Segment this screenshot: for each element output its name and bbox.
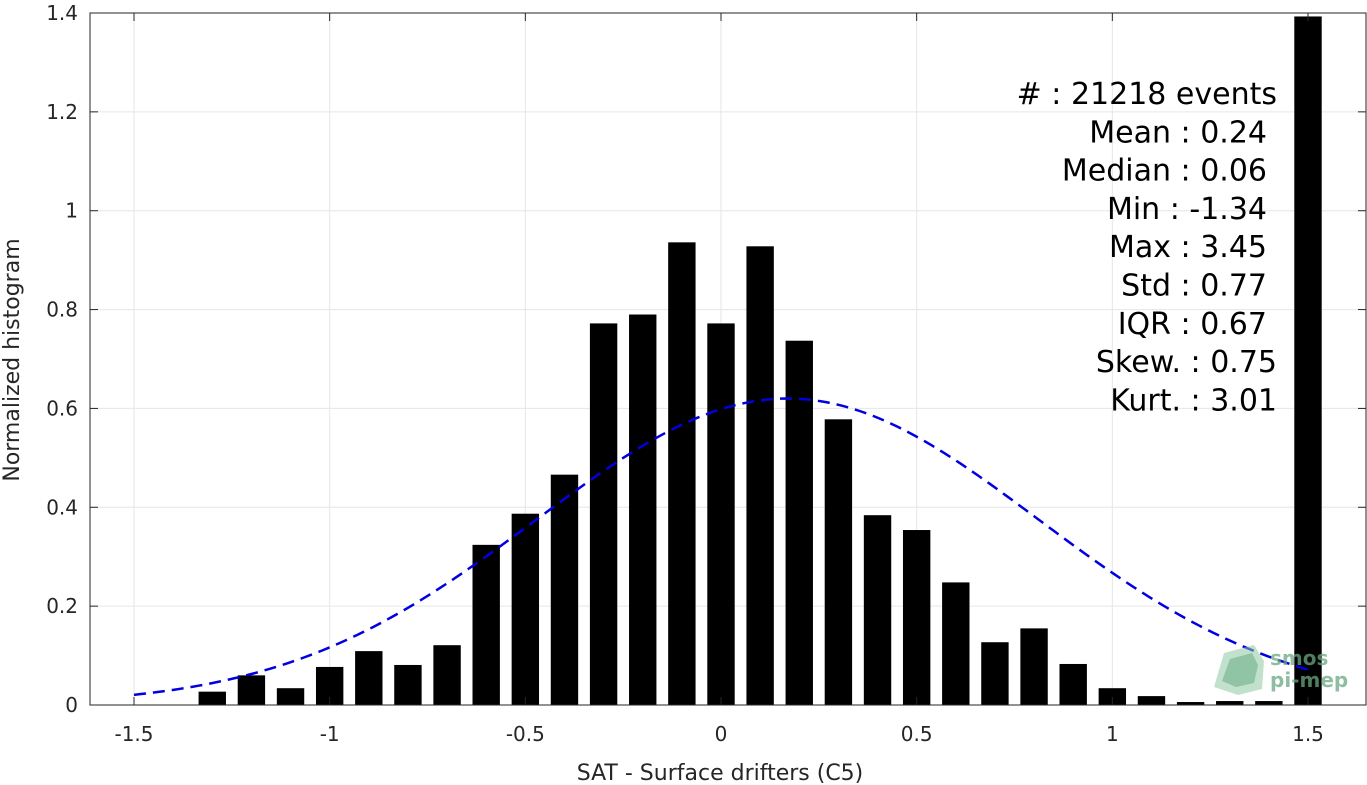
stats-line: Median : 0.06 xyxy=(1062,154,1267,189)
y-tick-label: 1 xyxy=(65,199,78,223)
histogram-bar xyxy=(746,246,774,705)
histogram-bar xyxy=(1059,663,1087,705)
stats-line: Min : -1.34 xyxy=(1107,192,1267,227)
histogram-bar xyxy=(433,645,461,705)
y-tick-label: 0.4 xyxy=(46,495,78,519)
y-tick-label: 0.8 xyxy=(46,298,78,322)
histogram-bar xyxy=(1137,696,1166,705)
histogram-bar xyxy=(824,419,853,705)
stats-line: Kurt. : 3.01 xyxy=(1110,383,1277,418)
y-tick-label: 0.2 xyxy=(46,594,78,618)
histogram-bar xyxy=(629,314,657,705)
histogram-bar xyxy=(237,675,266,705)
stats-line: Mean : 0.24 xyxy=(1089,115,1267,150)
histogram-bar xyxy=(1020,628,1048,705)
histogram-bar xyxy=(942,582,970,705)
watermark-line2: pi-mep xyxy=(1270,668,1348,692)
histogram-bar xyxy=(1294,16,1322,705)
watermark-logo: smos pi-mep xyxy=(1214,645,1348,695)
stats-line: Max : 3.45 xyxy=(1109,230,1267,265)
y-tick-label: 1.2 xyxy=(46,100,78,124)
histogram-bar xyxy=(589,323,618,705)
stats-line: IQR : 0.67 xyxy=(1118,307,1267,342)
histogram-bar xyxy=(981,642,1009,705)
axes-frame xyxy=(89,12,1367,706)
histogram-bar xyxy=(707,323,735,705)
histogram-bar xyxy=(1216,701,1244,705)
histogram-bar xyxy=(1176,702,1205,705)
stats-line: # : 21218 events xyxy=(1017,77,1277,112)
histogram-bar xyxy=(668,242,696,705)
stats-line: Skew. : 0.75 xyxy=(1096,345,1277,380)
stats-line: Std : 0.77 xyxy=(1121,269,1267,304)
histogram-bar xyxy=(198,691,226,705)
histogram-bar xyxy=(902,530,931,705)
bar-series xyxy=(198,16,1322,705)
x-tick-label: 1 xyxy=(1106,722,1119,746)
histogram-bar xyxy=(355,651,383,705)
y-tick-label: 1.4 xyxy=(46,1,78,25)
histogram-bar xyxy=(550,474,579,705)
histogram-bar xyxy=(863,515,892,705)
histogram-bar xyxy=(511,513,540,705)
histogram-bar xyxy=(472,544,500,705)
normal-fit-curve xyxy=(133,397,1309,697)
y-tick-label: 0.6 xyxy=(46,396,78,420)
histogram-bar xyxy=(1098,688,1127,705)
x-tick-label: 1.5 xyxy=(1292,722,1324,746)
y-axis-ticks: 0 0.2 0.4 0.6 0.8 1 1.2 1.4 xyxy=(46,1,1366,717)
x-tick-label: -0.5 xyxy=(506,722,545,746)
watermark-line1: smos xyxy=(1270,646,1328,670)
x-tick-label: -1.5 xyxy=(114,722,153,746)
histogram-bar xyxy=(394,664,422,705)
x-axis-ticks: -1.5 -1 -0.5 0 0.5 1 1.5 xyxy=(114,13,1324,746)
x-tick-label: 0.5 xyxy=(901,722,933,746)
x-axis-title: SAT - Surface drifters (C5) xyxy=(577,761,864,785)
histogram-bar xyxy=(276,688,305,705)
plot-frame xyxy=(89,12,1367,706)
x-tick-label: -1 xyxy=(320,722,340,746)
y-axis-title: Normalized histogram xyxy=(0,238,25,481)
x-tick-label: 0 xyxy=(715,722,728,746)
histogram-bar xyxy=(785,340,813,705)
watermark-shape-inner xyxy=(1222,653,1258,687)
y-tick-label: 0 xyxy=(65,693,78,717)
histogram-bar xyxy=(1255,701,1283,705)
